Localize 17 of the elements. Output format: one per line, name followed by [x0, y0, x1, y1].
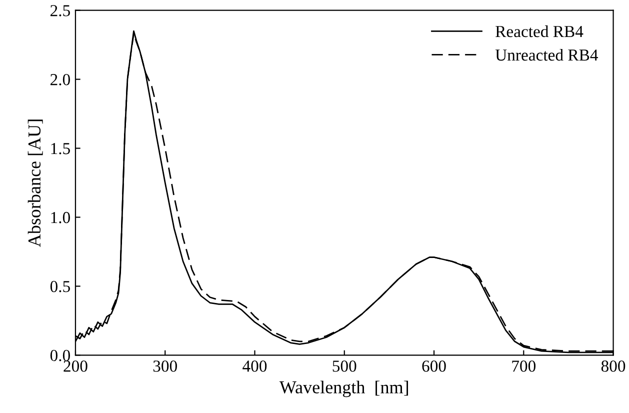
legend-label: Unreacted RB4: [495, 48, 598, 61]
x-tick-label: 400: [242, 360, 267, 372]
y-axis-title: Absorbance [AU]: [28, 120, 43, 247]
x-axis-title: Wavelength [nm]: [279, 380, 408, 398]
y-tick-label: 1.5: [51, 143, 70, 154]
x-tick-label: 700: [512, 360, 536, 372]
x-tick-label: 300: [153, 360, 177, 372]
y-tick-label: 2.5: [50, 5, 70, 16]
y-tick-label: 2.0: [50, 74, 70, 86]
legend-label: Reacted RB4: [496, 25, 584, 38]
x-tick-label: 800: [601, 360, 626, 372]
y-tick-label: 0.5: [50, 280, 70, 292]
y-tick-label: 0.0: [50, 350, 70, 362]
x-tick-label: 600: [422, 360, 446, 372]
x-tick-label: 500: [332, 360, 356, 372]
x-tick-label: 200: [64, 360, 88, 372]
y-tick-label: 1.0: [51, 212, 70, 224]
